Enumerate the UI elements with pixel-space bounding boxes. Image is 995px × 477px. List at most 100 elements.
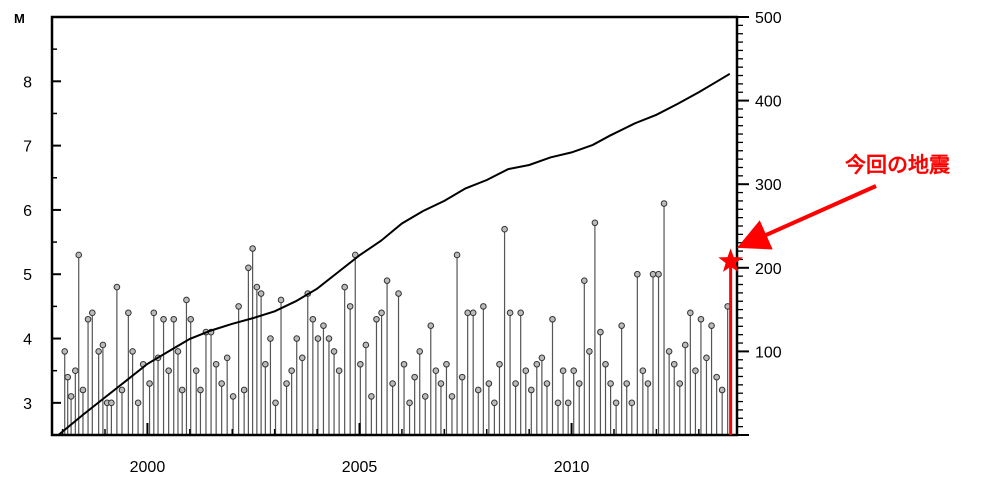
- stem-point: [644, 380, 652, 387]
- x-tick-label: 2005: [342, 459, 378, 476]
- stem-point: [575, 380, 583, 387]
- stem-point: [229, 393, 237, 400]
- stem-point: [480, 303, 487, 310]
- stem-point: [240, 386, 248, 394]
- stem-point: [453, 251, 461, 259]
- stem-point: [559, 367, 567, 374]
- stem-point: [517, 309, 524, 317]
- stem-point: [75, 251, 83, 259]
- stem-point: [660, 200, 668, 207]
- left-tick-label: 8: [23, 74, 32, 91]
- stem-point: [357, 360, 364, 368]
- stem-point: [581, 277, 588, 284]
- stem-series: [61, 200, 731, 435]
- stem-point: [72, 367, 79, 374]
- left-tick-label: 6: [23, 203, 32, 220]
- stem-point: [665, 348, 673, 355]
- x-tick-label: 2010: [554, 459, 590, 476]
- stem-point: [187, 315, 194, 323]
- stem-point: [543, 380, 551, 387]
- stem-point: [697, 315, 705, 323]
- stem-point: [692, 367, 699, 374]
- stem-point: [703, 354, 710, 362]
- stem-point: [134, 399, 142, 407]
- stem-point: [708, 322, 715, 329]
- stem-point: [150, 309, 158, 317]
- stem-point: [330, 348, 338, 355]
- left-tick-label: 3: [23, 396, 32, 413]
- stem-point: [618, 322, 625, 329]
- stem-point: [129, 348, 136, 355]
- stem-point: [160, 315, 167, 323]
- stem-point: [283, 380, 290, 387]
- stem-point: [183, 296, 190, 304]
- stem-point: [448, 393, 456, 400]
- stem-point: [681, 341, 689, 349]
- left-tick-label: 5: [23, 267, 32, 284]
- stem-point: [118, 386, 126, 394]
- stem-point: [416, 348, 424, 355]
- x-tick-label: 2000: [130, 459, 166, 476]
- stem-point: [432, 367, 440, 374]
- stem-point: [146, 380, 153, 387]
- stem-point: [267, 335, 274, 342]
- stem-point: [670, 360, 678, 368]
- stem-point: [373, 315, 380, 323]
- stem-point: [341, 283, 348, 291]
- current-event-annotation: 今回の地震: [845, 153, 951, 177]
- stem-point: [501, 225, 508, 233]
- stem-point: [607, 380, 614, 387]
- stem-point: [245, 264, 252, 272]
- stem-point: [406, 399, 413, 407]
- stem-point: [368, 393, 375, 400]
- stem-point: [400, 360, 408, 368]
- stem-point: [223, 354, 231, 362]
- stem-point: [464, 309, 471, 317]
- stem-point: [197, 386, 204, 394]
- stem-point: [597, 328, 604, 336]
- stem-point: [335, 367, 343, 374]
- stem-point: [496, 360, 503, 368]
- stem-point: [67, 393, 75, 400]
- stem-point: [491, 399, 498, 407]
- stem-point: [95, 348, 102, 355]
- current-event: 今回の地震: [718, 153, 951, 435]
- plot-frame: [50, 15, 739, 437]
- stem-point: [522, 367, 530, 374]
- stem-point: [235, 303, 242, 310]
- right-tick-label: 200: [755, 261, 782, 278]
- stem-point: [79, 386, 87, 394]
- left-tick-label: 7: [23, 139, 32, 156]
- stem-point: [293, 335, 301, 342]
- stem-point: [458, 373, 466, 381]
- stem-point: [628, 399, 636, 407]
- stem-point: [362, 341, 370, 349]
- annotation-arrow-icon: [737, 184, 877, 250]
- right-tick-label: 300: [755, 177, 782, 194]
- stem-point: [427, 322, 435, 329]
- stem-point: [713, 373, 720, 381]
- stem-point: [178, 386, 186, 394]
- stem-point: [309, 315, 317, 323]
- stem-point: [527, 386, 535, 394]
- stem-point: [314, 335, 322, 342]
- stem-point: [612, 399, 620, 407]
- stem-point: [165, 367, 172, 374]
- axes: 3 4 5 6 7 8 M 100 200 300 400 500 2000 2005 2010: [14, 10, 782, 476]
- cumulative-series: [57, 72, 731, 436]
- stem-point: [687, 309, 694, 317]
- stem-point: [378, 309, 385, 317]
- stem-point: [84, 315, 92, 323]
- stem-point: [64, 373, 71, 381]
- stem-point: [623, 380, 631, 387]
- stem-point: [253, 283, 261, 291]
- stem-point: [88, 309, 96, 317]
- left-axis-unit-label: M: [14, 11, 25, 26]
- stem-point: [570, 367, 578, 374]
- current-event-star-icon: [718, 248, 743, 272]
- stem-point: [718, 386, 726, 394]
- stem-point: [212, 360, 220, 368]
- stem-point: [533, 360, 541, 368]
- stem-point: [262, 360, 269, 368]
